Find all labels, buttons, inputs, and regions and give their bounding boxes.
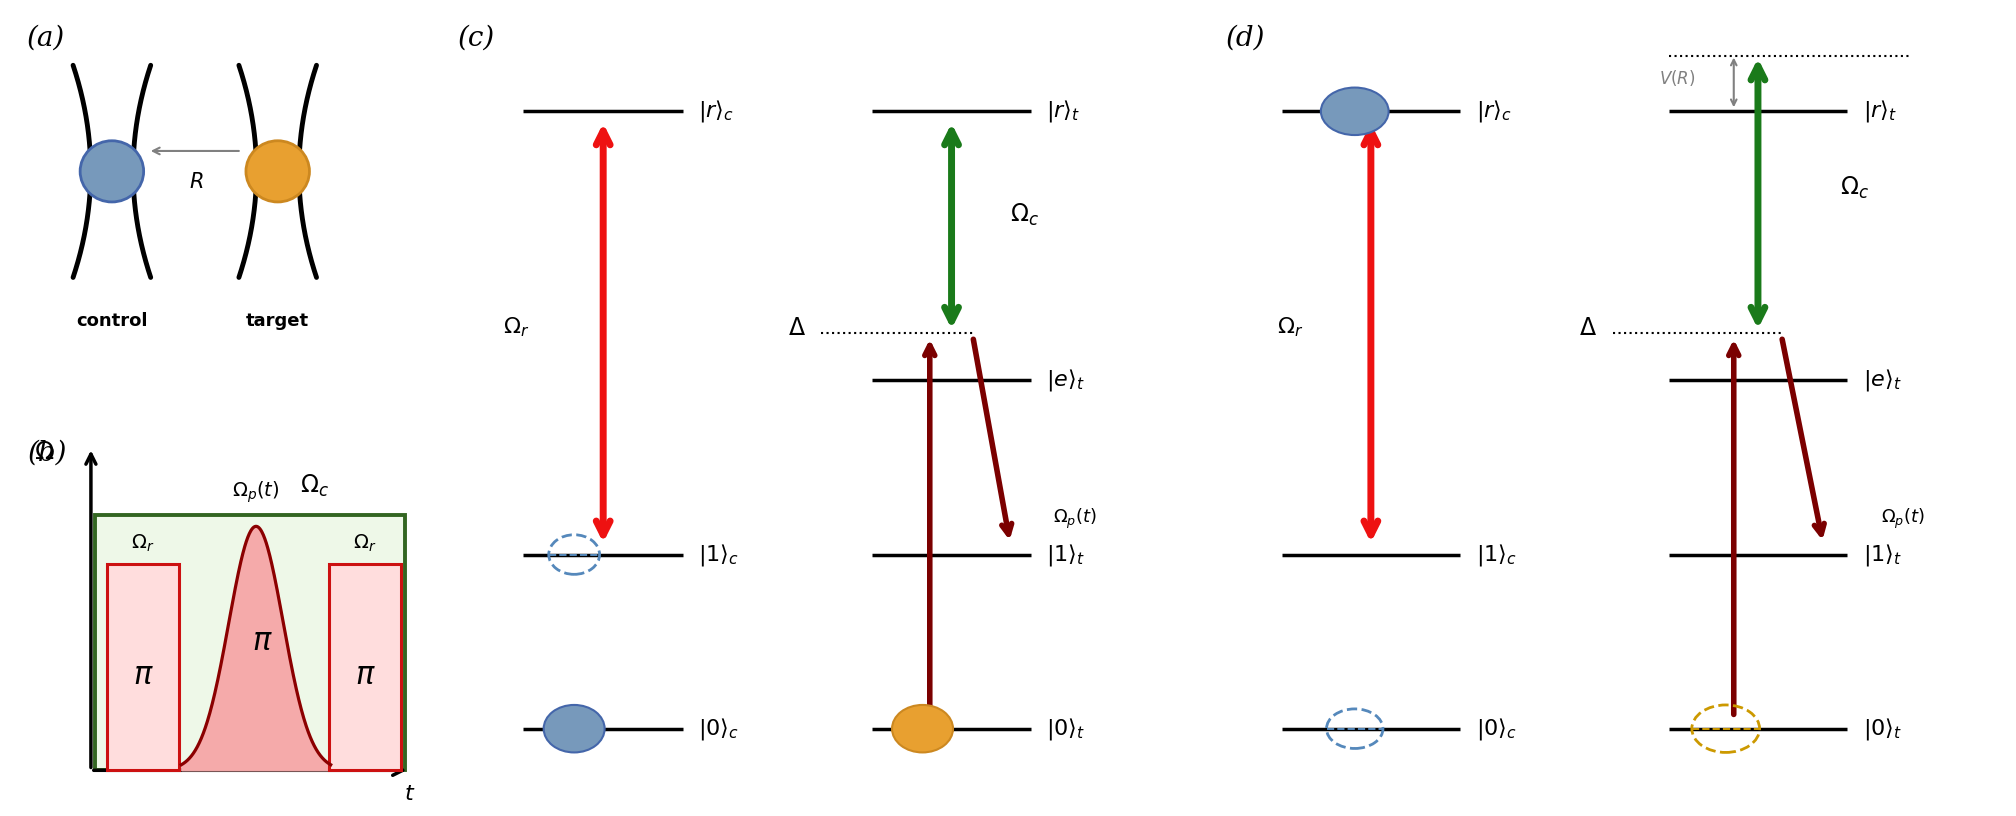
Text: $|e\rangle_t$: $|e\rangle_t$: [1046, 367, 1085, 393]
Text: $\pi$: $\pi$: [252, 626, 272, 657]
Text: target: target: [246, 313, 308, 330]
Text: $\pi$: $\pi$: [355, 659, 375, 690]
Text: (c): (c): [458, 24, 496, 51]
Text: $\Omega_r$: $\Omega_r$: [131, 533, 155, 554]
Text: $t$: $t$: [403, 783, 415, 805]
Text: $\Omega_p(t)$: $\Omega_p(t)$: [1881, 507, 1925, 531]
Text: $|r\rangle_t$: $|r\rangle_t$: [1046, 98, 1081, 124]
Text: $|r\rangle_c$: $|r\rangle_c$: [698, 98, 734, 124]
Ellipse shape: [544, 705, 605, 752]
Text: $|0\rangle_t$: $|0\rangle_t$: [1046, 716, 1085, 742]
Text: $\Omega$: $\Omega$: [34, 441, 54, 463]
Text: (b): (b): [28, 440, 67, 467]
Text: $|0\rangle_t$: $|0\rangle_t$: [1863, 716, 1901, 742]
Text: $\Omega_p(t)$: $\Omega_p(t)$: [1052, 507, 1097, 531]
Text: $\Delta$: $\Delta$: [1579, 317, 1597, 340]
Text: (a): (a): [28, 24, 65, 51]
Text: $|r\rangle_c$: $|r\rangle_c$: [1476, 98, 1512, 124]
Text: $|e\rangle_t$: $|e\rangle_t$: [1863, 367, 1901, 393]
Text: (d): (d): [1226, 24, 1266, 51]
Text: $\pi$: $\pi$: [133, 659, 153, 690]
Bar: [107, 564, 179, 770]
Text: $|r\rangle_t$: $|r\rangle_t$: [1863, 98, 1897, 124]
Text: $\Omega_r$: $\Omega_r$: [1276, 315, 1304, 339]
Text: $R$: $R$: [190, 171, 204, 192]
Text: $|1\rangle_t$: $|1\rangle_t$: [1046, 542, 1085, 568]
Text: $|1\rangle_c$: $|1\rangle_c$: [698, 542, 738, 568]
Text: $\Omega_r$: $\Omega_r$: [353, 533, 377, 554]
Bar: [329, 564, 401, 770]
Text: $\Omega_c$: $\Omega_c$: [1010, 202, 1038, 228]
Text: $V(R)$: $V(R)$: [1659, 68, 1695, 87]
Bar: [95, 515, 405, 770]
Ellipse shape: [246, 140, 310, 202]
Text: $\Omega_r$: $\Omega_r$: [502, 315, 530, 339]
Ellipse shape: [81, 140, 143, 202]
Text: $|1\rangle_t$: $|1\rangle_t$: [1863, 542, 1901, 568]
Text: $\Delta$: $\Delta$: [788, 317, 806, 340]
Text: $|1\rangle_c$: $|1\rangle_c$: [1476, 542, 1516, 568]
Ellipse shape: [891, 705, 954, 752]
Ellipse shape: [1320, 87, 1389, 135]
Text: control: control: [77, 313, 147, 330]
Text: $|0\rangle_c$: $|0\rangle_c$: [1476, 716, 1516, 742]
Text: $\Omega_c$: $\Omega_c$: [1841, 175, 1869, 201]
Text: $\Omega_p(t)$: $\Omega_p(t)$: [232, 479, 280, 504]
Text: $\Omega_c$: $\Omega_c$: [300, 472, 329, 499]
Text: $|0\rangle_c$: $|0\rangle_c$: [698, 716, 738, 742]
